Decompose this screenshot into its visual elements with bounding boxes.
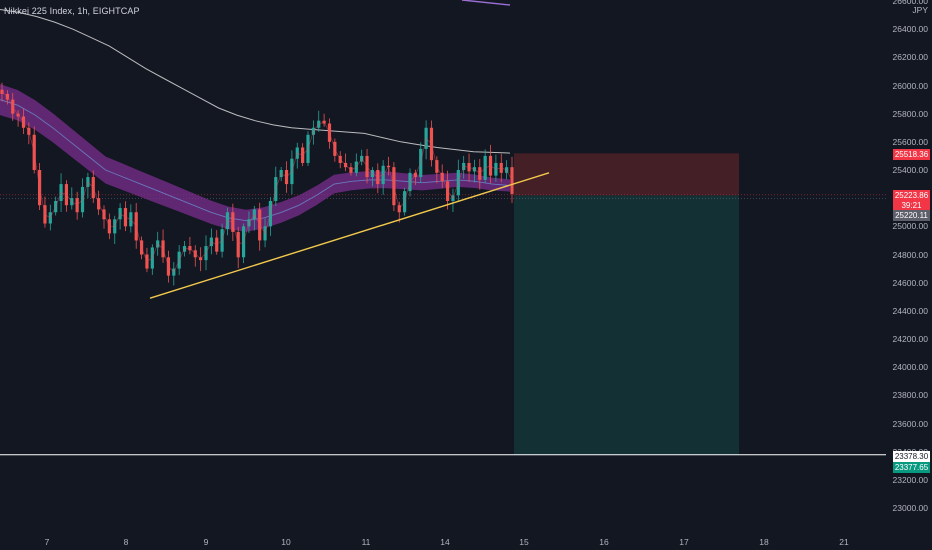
stop-price-tag: 25518.36 — [893, 149, 930, 160]
time-tick-label: 17 — [679, 537, 689, 547]
time-tick-label: 16 — [599, 537, 609, 547]
price-tick-label: 26400.00 — [892, 24, 928, 35]
candle — [80, 178, 85, 218]
time-tick-label: 9 — [203, 537, 209, 547]
candle — [317, 110, 321, 132]
candle — [70, 187, 74, 210]
candle — [215, 230, 219, 255]
horizontal-line-price-tag: 23378.30 — [893, 451, 930, 462]
price-tick-label: 24800.00 — [892, 249, 928, 260]
price-tick-label: 24000.00 — [892, 362, 928, 373]
price-tick-label: 26600.00 — [892, 0, 928, 6]
current-price-tag: 25223.86 — [893, 190, 930, 201]
symbol-title[interactable]: Nikkei 225 Index, 1h, EIGHTCAP — [4, 6, 140, 16]
long-short-position-zones — [0, 153, 886, 455]
candle — [150, 244, 154, 275]
drawing-lines — [0, 172, 886, 456]
ascending-trendline — [149, 172, 550, 299]
candle — [113, 215, 117, 245]
time-tick-label: 7 — [44, 537, 50, 547]
ma-ribbon-mid-line — [0, 99, 511, 222]
price-tick-label: 23800.00 — [892, 390, 928, 401]
candle — [343, 153, 348, 172]
entry-price-tag: 25220.11 — [893, 210, 930, 221]
time-tick-label: 15 — [519, 537, 529, 547]
fast-ma-line — [1, 91, 513, 273]
target-price-tag: 23377.65 — [893, 462, 930, 473]
candle — [236, 226, 240, 269]
price-tick-label: 25000.00 — [892, 221, 928, 232]
time-tick-label: 14 — [440, 537, 450, 547]
time-tick-label: 21 — [839, 537, 849, 547]
candle — [483, 149, 487, 184]
bar-countdown: 39:21 — [893, 200, 930, 211]
price-tick-label: 24200.00 — [892, 334, 928, 344]
candle — [43, 196, 47, 228]
price-tick-label: 25400.00 — [892, 165, 928, 175]
candle — [145, 247, 149, 273]
candle — [129, 204, 133, 233]
candlesticks — [0, 82, 514, 286]
price-tick-label: 24400.00 — [892, 305, 928, 316]
candle — [193, 245, 197, 267]
candle — [172, 262, 176, 286]
candle — [32, 126, 36, 174]
candle — [451, 188, 455, 212]
price-tick-label: 26000.00 — [892, 80, 928, 91]
candle — [381, 160, 385, 195]
moving-average-ribbon — [0, 84, 511, 232]
candle — [333, 138, 337, 162]
candle — [209, 228, 213, 255]
price-tick-label: 24600.00 — [892, 277, 928, 288]
take-profit-zone — [514, 195, 739, 455]
time-tick-label: 10 — [281, 537, 291, 547]
candle — [360, 149, 364, 166]
price-tick-label: 23000.00 — [892, 503, 928, 513]
candle — [161, 229, 165, 263]
sma-line — [0, 0, 511, 154]
ma-ribbon-band — [0, 84, 510, 232]
currency-label: JPY — [912, 5, 928, 15]
candle — [376, 163, 380, 194]
price-tick-label: 23200.00 — [892, 474, 928, 485]
upper-ma-line — [461, 0, 511, 6]
candle — [188, 236, 192, 255]
price-tick-label: 25800.00 — [892, 108, 928, 119]
candle — [241, 223, 246, 264]
time-tick-label: 11 — [361, 537, 371, 547]
candle — [456, 159, 460, 202]
price-tick-label: 23600.00 — [892, 418, 928, 429]
time-tick-label: 8 — [123, 537, 129, 547]
candle — [295, 142, 299, 169]
price-tick-label: 26200.00 — [892, 52, 928, 63]
candle — [199, 247, 203, 272]
time-axis[interactable]: 7 8 9 10 11 14 15 16 17 18 21 — [0, 530, 886, 550]
candle — [75, 191, 79, 220]
price-tick-label: 25600.00 — [892, 136, 928, 147]
sma-200-line — [0, 9, 511, 154]
stop-loss-zone — [514, 153, 739, 196]
time-tick-label: 18 — [759, 537, 769, 547]
